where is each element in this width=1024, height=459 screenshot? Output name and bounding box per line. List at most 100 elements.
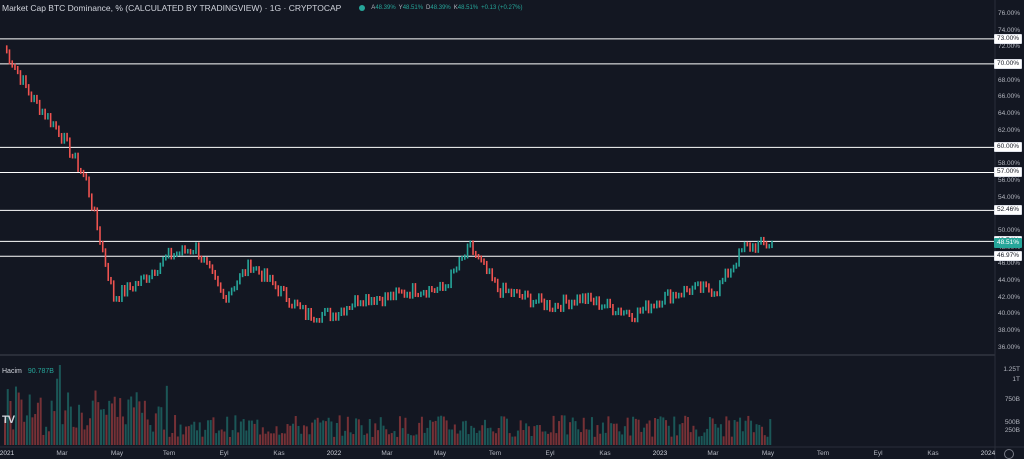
volume-bar [409,435,412,445]
volume-bar [253,423,256,445]
volume-bar [61,424,64,445]
volume-bar [393,431,396,445]
time-axis-label: Kas [273,450,285,457]
volume-bar [503,416,506,445]
price-axis-label: 76.00% [997,9,1020,17]
volume-bar [78,404,81,445]
volume-title[interactable]: Hacim [2,368,22,375]
time-axis-label: May [110,450,124,457]
level-tag[interactable]: 46.97% [993,251,1022,262]
volume-bar [615,423,618,445]
volume-bar [730,436,733,445]
volume-bar [434,420,437,445]
volume-bar [341,435,344,445]
symbol-title[interactable]: Market Cap BTC Dominance, % (CALCULATED … [2,3,342,13]
settings-gear-icon[interactable] [1004,449,1014,459]
volume-bar [182,434,185,445]
volume-bar [385,429,388,445]
volume-bar [714,423,717,445]
volume-bar [590,417,593,445]
volume-bar [566,434,569,445]
volume-bar [470,425,473,445]
volume-bar [330,421,333,445]
tradingview-logo-icon[interactable]: TV [2,414,15,426]
volume-bar [119,398,122,445]
volume-bar [237,432,240,445]
volume-bar [28,394,31,445]
volume-bar [681,423,684,445]
volume-bar [223,431,226,445]
volume-bar [138,401,141,445]
volume-bar [226,416,229,445]
volume-bar [530,435,533,445]
volume-bar [36,402,39,445]
volume-bar [588,429,591,445]
volume-bar [294,416,297,445]
level-tag[interactable]: 70.00% [993,58,1022,69]
volume-bar [228,436,231,445]
volume-bar [637,419,640,445]
volume-bar [514,436,517,445]
volume-bar [278,434,281,445]
price-axis-label: 68.00% [997,76,1020,84]
volume-bar [678,424,681,445]
volume-bar [349,432,352,445]
volume-bar [569,422,572,445]
volume-bar [648,420,651,445]
volume-bar [728,420,731,445]
market-status-icon [359,5,366,11]
volume-bar [242,419,245,445]
time-axis-label: Mar [381,450,393,457]
time-axis-label: Tem [488,450,502,457]
volume-value: 90.787B [27,368,54,375]
volume-bar [596,425,599,445]
volume-bar [610,423,613,445]
time-axis-label: 2022 [326,450,342,457]
volume-bar [396,436,399,445]
volume-bar [494,433,497,445]
price-axis-label: 50.00% [997,226,1020,234]
volume-bar [752,432,755,445]
volume-bar [116,416,119,445]
volume-bar [651,436,654,445]
level-tag[interactable]: 52.46% [993,205,1022,216]
volume-bar [533,426,536,445]
price-axis-label: 54.00% [997,193,1020,201]
volume-bar [739,417,742,445]
volume-bar [264,433,267,445]
volume-bar [492,431,495,445]
volume-bar [388,434,390,445]
volume-bar [741,431,744,445]
time-axis-label: Mar [707,450,719,457]
volume-bar [324,421,327,445]
volume-bar [42,434,45,445]
volume-bar [497,427,500,445]
volume-bar [464,420,467,445]
volume-bar [283,433,286,445]
volume-bar [692,425,695,445]
change-value: +0.13 (+0.27%) [481,5,523,11]
volume-bar [580,432,582,445]
level-tag[interactable]: 73.00% [993,33,1022,44]
level-tag[interactable]: 60.00% [993,142,1022,153]
level-tag[interactable]: 57.00% [993,167,1022,178]
time-axis-label: Eyl [545,450,555,457]
volume-bar [300,433,303,445]
volume-bar [149,425,152,445]
volume-bar [9,400,12,445]
volume-bar [292,423,294,445]
volume-bar [275,426,278,445]
volume-bar [536,425,539,445]
volume-bar [176,436,179,445]
volume-bar [706,428,709,445]
volume-bar [632,416,635,445]
volume-bar [604,432,607,445]
volume-bar [429,420,432,445]
volume-bar [187,426,190,445]
volume-bar [14,386,17,445]
volume-bar [571,417,574,445]
volume-bar [352,434,355,445]
volume-bar [132,407,135,445]
volume-bar [552,415,555,445]
